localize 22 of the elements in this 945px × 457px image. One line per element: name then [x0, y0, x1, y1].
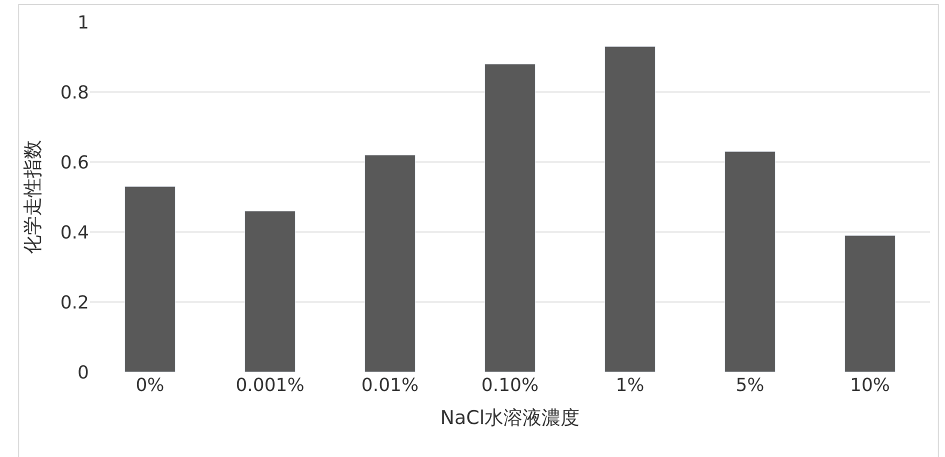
bar	[244, 210, 296, 372]
bar	[364, 154, 416, 372]
y-tick-label: 0.8	[60, 82, 89, 104]
bar	[484, 64, 536, 372]
x-tick-label: 0.01%	[361, 375, 419, 396]
x-tick-label: 0.001%	[236, 375, 304, 396]
y-tick-label: 1	[78, 12, 89, 34]
bar	[724, 151, 776, 372]
x-tick-label: 1%	[616, 375, 644, 396]
y-axis-title: 化学走性指数	[22, 140, 44, 254]
bar	[124, 186, 176, 372]
bar	[604, 46, 656, 372]
bar	[844, 235, 896, 372]
x-tick-label: 0.10%	[481, 375, 539, 396]
y-tick-label: 0.2	[60, 292, 89, 314]
y-tick-label: 0.6	[60, 152, 89, 174]
x-tick-label: 10%	[850, 375, 890, 396]
x-tick-label: 5%	[736, 375, 764, 396]
x-tick-label: 0%	[136, 375, 164, 396]
x-axis-title: NaCl水溶液濃度	[440, 406, 580, 429]
y-tick-label: 0	[78, 362, 89, 384]
y-tick-label: 0.4	[60, 222, 89, 244]
